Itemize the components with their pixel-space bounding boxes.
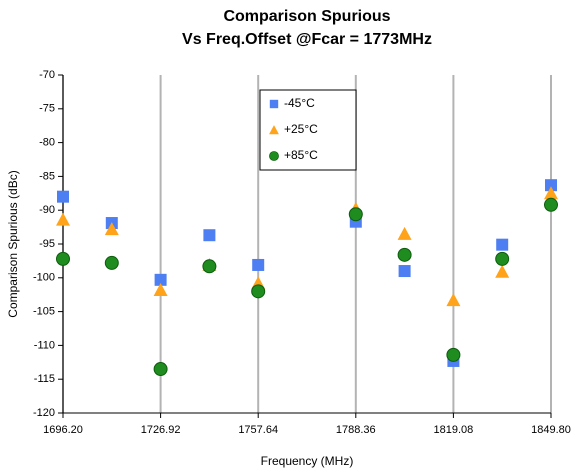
legend-label: +25°C [284, 122, 318, 136]
y-tick-label: -105 [33, 306, 55, 318]
point [495, 251, 510, 266]
y-tick-label: -90 [39, 204, 55, 216]
point [269, 151, 279, 161]
point [348, 207, 363, 222]
point [446, 347, 461, 362]
point [56, 212, 70, 226]
point [252, 258, 265, 271]
point [446, 293, 461, 307]
y-axis-label: Comparison Spurious (dBc) [6, 170, 20, 317]
point [153, 362, 168, 377]
point [104, 255, 119, 270]
y-tick-label: -120 [33, 407, 55, 419]
point [154, 273, 167, 286]
x-tick-label: 1819.08 [434, 424, 474, 436]
y-tick-label: -80 [39, 137, 55, 149]
point [397, 247, 412, 262]
point [495, 264, 510, 278]
legend-label: -45°C [284, 96, 315, 110]
y-tick-label: -70 [39, 69, 55, 81]
point [104, 222, 119, 236]
point [203, 229, 216, 242]
point [56, 251, 70, 266]
point [57, 190, 69, 203]
point [397, 226, 412, 240]
x-axis-label: Frequency (MHz) [261, 454, 354, 468]
point [153, 282, 168, 296]
point [398, 265, 411, 278]
y-tick-label: -115 [34, 373, 55, 385]
x-tick-label: 1696.20 [43, 424, 83, 436]
point [545, 179, 557, 192]
chart-title: Comparison Spurious [223, 8, 390, 25]
chart-title: Vs Freq.Offset @Fcar = 1773MHz [182, 31, 432, 48]
legend-label: +85°C [284, 148, 318, 162]
y-tick-label: -110 [34, 339, 55, 351]
point [496, 238, 509, 251]
point [251, 284, 266, 299]
y-tick-label: -85 [39, 170, 55, 182]
y-tick-label: -75 [39, 103, 55, 115]
point [544, 186, 558, 200]
y-tick-label: -95 [39, 238, 55, 250]
x-tick-label: 1757.64 [238, 424, 278, 436]
x-tick-label: 1726.92 [141, 424, 181, 436]
point [544, 197, 558, 212]
point [269, 99, 279, 109]
y-tick-label: -100 [33, 272, 55, 284]
point [202, 259, 217, 274]
x-tick-label: 1788.36 [336, 424, 376, 436]
point [269, 125, 279, 135]
x-tick-label: 1849.80 [531, 424, 571, 436]
